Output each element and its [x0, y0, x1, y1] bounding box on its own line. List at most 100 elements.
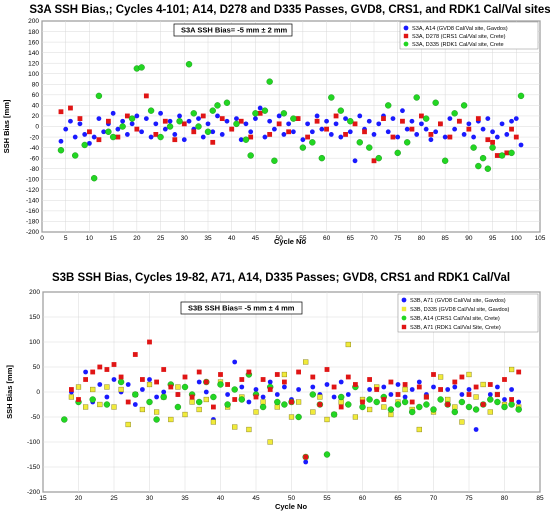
p1-series-1-point — [143, 93, 149, 99]
p1-series-2-point — [128, 115, 136, 122]
p2-x-tick-label: 60 — [359, 495, 367, 502]
p2-series-2-point — [366, 396, 373, 403]
p2-series-1-point — [466, 371, 472, 378]
p2-series-3-point — [509, 397, 514, 402]
p1-y-tick-label: 160 — [28, 39, 39, 46]
p1-series-0-point — [319, 126, 325, 132]
p1-series-1-point — [333, 113, 339, 119]
p2-series-2-point — [217, 381, 224, 388]
p1-series-0-point — [257, 105, 263, 111]
p2-series-3-point — [487, 382, 493, 387]
p1-series-2-point — [366, 144, 373, 151]
p1-series-2-point — [422, 115, 430, 122]
p2-series-1-point — [246, 426, 252, 433]
p1-series-2-point — [214, 102, 221, 109]
p2-series-0-point — [267, 379, 273, 385]
p2-series-0-point — [147, 377, 152, 382]
p1-series-2-point — [252, 110, 259, 117]
p2-series-1-point — [473, 394, 479, 400]
p1-series-2-point — [166, 123, 174, 130]
p1-x-tick-label: 30 — [181, 235, 189, 242]
p1-series-1-point — [343, 132, 348, 137]
p2-series-2-point — [146, 398, 153, 406]
p1-series-2-point — [309, 139, 316, 146]
p1-series-0-point — [162, 126, 168, 132]
p1-series-1-point — [362, 129, 367, 135]
s3a-data-points — [57, 61, 525, 182]
p1-series-0-point — [87, 140, 92, 146]
p1-series-0-point — [72, 134, 78, 140]
p2-series-3-point — [416, 384, 422, 390]
p1-series-0-point — [115, 126, 121, 132]
p1-series-0-point — [376, 121, 382, 127]
p2-series-0-point — [239, 384, 245, 390]
p1-series-1-point — [504, 150, 510, 156]
p2-series-1-point — [146, 381, 153, 388]
p1-series-0-point — [300, 137, 306, 143]
p2-series-2-point — [416, 403, 423, 411]
p2-series-2-point — [472, 406, 480, 413]
p2-series-1-point — [125, 421, 131, 428]
p2-y-tick-label: -200 — [27, 489, 40, 496]
p1-series-0-point — [466, 121, 472, 127]
p1-series-0-point — [509, 118, 514, 124]
p1-series-2-point — [441, 157, 449, 164]
p2-series-0-point — [324, 382, 330, 387]
p2-series-1-point — [68, 394, 75, 400]
p1-series-0-point — [101, 129, 107, 135]
p1-series-2-point — [209, 107, 216, 114]
p2-series-2-point — [231, 386, 238, 393]
p1-series-1-point — [494, 153, 500, 158]
p1-series-0-point — [272, 126, 277, 132]
p1-series-0-point — [309, 129, 315, 135]
p2-series-3-point — [111, 362, 117, 367]
p1-series-0-point — [63, 126, 69, 132]
p1-series-1-point — [456, 118, 462, 124]
p1-series-1-point — [371, 158, 377, 164]
p1-y-tick-label: 120 — [28, 60, 39, 67]
p2-series-2-point — [373, 398, 380, 406]
p1-series-1-point — [324, 126, 329, 132]
p2-series-2-point — [259, 403, 267, 411]
p1-series-0-point — [82, 132, 88, 137]
p1-y-tick-label: 40 — [32, 103, 40, 110]
p1-series-0-point — [314, 113, 320, 119]
p1-series-1-point — [162, 118, 168, 124]
p1-series-0-point — [286, 121, 292, 127]
p1-series-2-point — [460, 102, 468, 109]
p2-series-3-point — [140, 377, 145, 382]
p1-series-1-point — [509, 126, 514, 132]
p1-x-tick-label: 85 — [442, 235, 450, 242]
p1-x-tick-label: 15 — [110, 235, 118, 242]
p2-series-3-point — [480, 402, 486, 407]
p2-series-3-point — [445, 402, 451, 407]
p2-series-2-point — [494, 398, 501, 406]
p2-series-1-point — [168, 416, 174, 423]
p1-series-0-point — [267, 118, 273, 124]
p2-x-tick-label: 20 — [75, 495, 83, 502]
p1-legend-entry: S3A, D278 (CRS1 Cal/Val site, Crete) — [412, 34, 506, 40]
p2-series-1-point — [445, 396, 451, 403]
p2-series-2-point — [508, 401, 515, 408]
p2-series-3-point — [83, 377, 88, 382]
p2-series-1-point — [381, 404, 387, 410]
p2-series-1-point — [480, 381, 486, 388]
p1-series-0-point — [471, 134, 476, 140]
p1-series-2-point — [432, 99, 439, 106]
p2-series-3-point — [239, 377, 245, 382]
p2-series-1-point — [281, 371, 288, 378]
p1-series-2-point — [337, 107, 344, 114]
p1-series-2-point — [242, 136, 250, 143]
p1-series-1-point — [124, 113, 130, 119]
p1-series-2-point — [109, 133, 117, 141]
p2-legend-entry: S3B, A71 (GVD8 Cal/Val site, Gavdos) — [410, 298, 506, 304]
s3a-legend: S3A, A14 (GVD8 Cal/Val site, Gavdos) S3A,… — [399, 21, 539, 50]
p1-series-0-point — [494, 134, 500, 140]
p2-series-2-point — [174, 403, 182, 411]
p2-series-3-point — [310, 374, 316, 380]
p2-series-0-point — [154, 394, 160, 400]
s3a-y-ticks: -200-180-160-140-120-100-80-60-40-200204… — [26, 18, 39, 236]
p2-series-3-point — [459, 374, 465, 380]
p1-series-2-point — [105, 128, 112, 135]
p1-series-0-point — [352, 158, 358, 164]
